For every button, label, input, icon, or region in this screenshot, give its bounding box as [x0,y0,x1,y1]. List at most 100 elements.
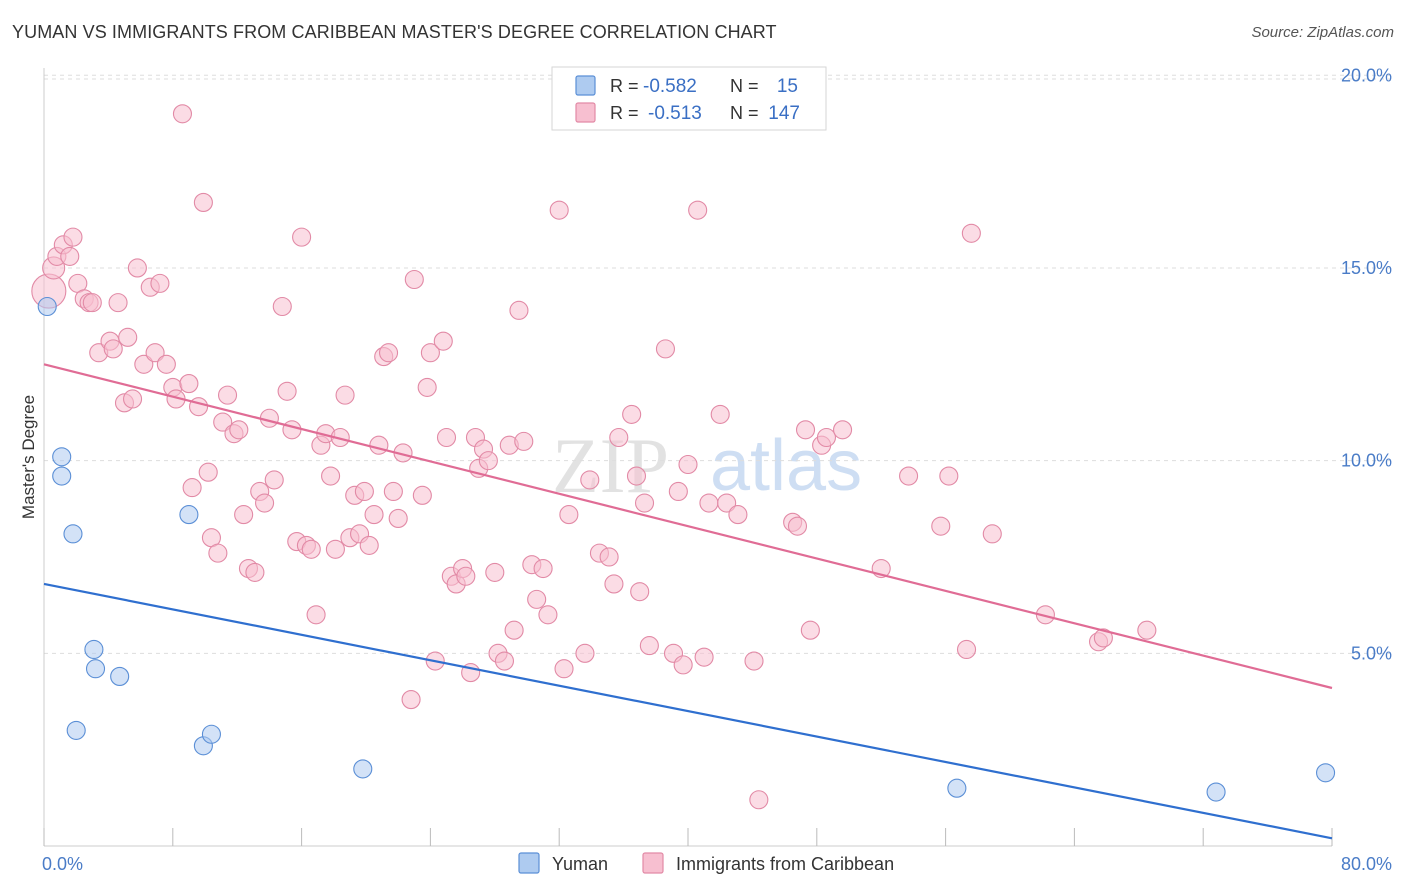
series-immigrants-from-caribbean [31,104,1157,810]
point-carib-98 [549,200,569,220]
point-carib-62 [359,535,379,555]
point-carib-72 [412,485,432,505]
point-carib-73 [417,377,437,397]
legend-swatch-immigrants-from-caribbean [575,102,596,123]
point-carib-120 [710,404,730,424]
point-carib-13 [108,293,128,313]
point-carib-106 [609,427,629,448]
point-carib-104 [599,547,619,567]
point-carib-66 [378,343,399,363]
x-tick-label-max: 80.0% [1341,854,1392,874]
source-label: Source: ZipAtlas.com [1251,24,1394,41]
legend-n-label-yuman: N = [730,76,759,96]
point-carib-48 [292,227,312,247]
point-carib-41 [255,493,275,513]
point-carib-81 [456,566,476,586]
point-carib-124 [749,790,769,810]
point-carib-92 [509,300,529,320]
point-yuman-10 [201,724,221,744]
point-carib-126 [787,516,808,536]
legend-swatch-yuman [575,75,596,96]
point-carib-26 [179,374,199,394]
legend-r-value-yuman: -0.582 [643,76,697,97]
point-carib-77 [436,427,457,448]
point-carib-128 [800,620,820,640]
point-carib-91 [504,620,524,640]
stats-legend-box [551,66,827,131]
series-legend-swatch-yuman [518,852,540,874]
point-yuman-0 [37,296,57,317]
point-yuman-6 [85,659,106,679]
y-tick-label-20: 20.0% [1341,65,1392,85]
point-carib-67 [383,481,403,502]
point-carib-71 [404,269,424,290]
point-carib-57 [335,385,355,405]
point-carib-141 [1093,628,1113,648]
point-carib-61 [354,481,374,502]
point-carib-121 [717,493,737,513]
point-carib-55 [325,539,345,559]
point-yuman-13 [1206,782,1226,802]
point-carib-122 [728,505,748,525]
point-carib-142 [1137,620,1157,640]
point-carib-68 [388,508,408,528]
point-carib-15 [118,327,138,347]
point-carib-114 [668,481,688,502]
legend-r-label-immigrants-from-caribbean: R = [610,103,639,123]
x-axis-ticks [43,828,1333,846]
x-tick-label-min: 0.0% [42,854,83,874]
point-yuman-8 [179,505,199,525]
series-legend-swatch-immigrants-from-caribbean [642,852,664,874]
point-carib-32 [208,543,228,563]
point-carib-74 [420,343,440,363]
point-carib-63 [364,505,384,525]
point-carib-37 [234,505,254,525]
point-yuman-1 [52,466,72,486]
point-carib-105 [604,574,624,594]
point-carib-117 [688,200,708,220]
point-carib-119 [699,493,719,513]
point-carib-20 [145,343,165,363]
point-carib-133 [899,466,919,486]
point-carib-118 [694,647,714,667]
point-carib-109 [630,582,650,602]
point-carib-30 [198,462,218,482]
point-carib-135 [939,466,959,486]
point-yuman-2 [52,447,72,467]
point-carib-131 [833,420,853,440]
point-yuman-11 [353,759,373,779]
point-carib-76 [433,331,453,351]
y-tick-label-15: 15.0% [1341,258,1392,278]
point-carib-89 [494,651,515,671]
point-carib-44 [272,296,292,317]
point-carib-93 [514,431,534,451]
point-carib-101 [575,643,595,663]
point-carib-29 [193,192,213,212]
point-carib-5 [63,227,83,247]
point-carib-99 [554,659,574,679]
point-yuman-7 [110,666,130,686]
point-carib-33 [213,412,233,432]
watermark-atlas: atlas [710,426,862,506]
point-carib-45 [277,381,297,401]
point-carib-22 [156,354,176,374]
point-carib-51 [306,605,326,625]
point-carib-18 [134,354,154,374]
point-carib-96 [533,558,553,579]
chart-title: YUMAN VS IMMIGRANTS FROM CARIBBEAN MASTE… [12,22,777,42]
point-carib-17 [127,258,147,278]
y-axis-title: Master's Degree [19,395,38,519]
trendline-yuman [43,582,1333,840]
point-carib-97 [538,605,558,625]
point-carib-12 [103,339,123,359]
point-carib-9 [82,293,102,313]
y-tick-label-5: 5.0% [1351,643,1392,663]
legend-n-value-yuman: 15 [777,76,798,97]
point-yuman-12 [947,778,967,798]
point-carib-137 [961,223,981,243]
point-yuman-14 [1316,763,1336,783]
legend-n-label-immigrants-from-caribbean: N = [730,103,759,123]
point-carib-87 [485,562,505,582]
point-carib-25 [172,104,193,124]
